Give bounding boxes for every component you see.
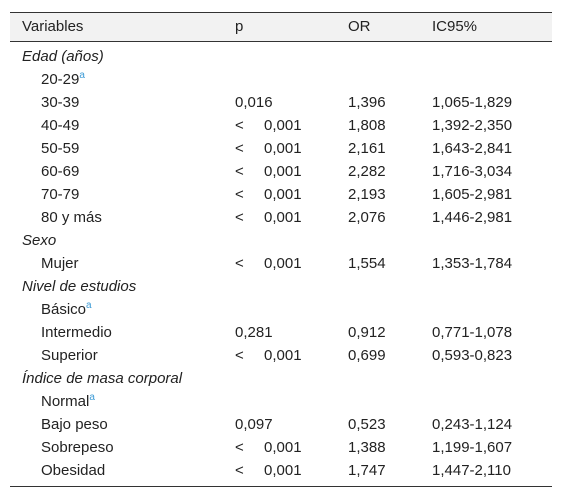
row-label: Intermedio <box>41 324 112 342</box>
p-sign: < <box>235 117 244 134</box>
row-label: 40-49 <box>41 117 79 135</box>
ci-value: 1,716-3,034 <box>432 163 513 180</box>
p-value: 0,281 <box>235 324 273 341</box>
or-value: 1,808 <box>348 117 386 134</box>
p-value: 0,001 <box>264 117 302 134</box>
p-value: 0,001 <box>264 140 302 157</box>
p-value: 0,016 <box>235 94 273 111</box>
or-value: 2,193 <box>348 186 386 203</box>
p-value: 0,001 <box>264 255 302 272</box>
row-label-text: Sobrepeso <box>41 439 114 456</box>
bottom-rule <box>10 486 552 487</box>
header-cell: OR <box>348 18 371 35</box>
group-title: Índice de masa corporal <box>22 370 183 387</box>
p-sign: < <box>235 255 244 272</box>
or-value: 2,161 <box>348 140 386 157</box>
footnote-mark: a <box>89 392 95 403</box>
row-label: 60-69 <box>41 163 79 181</box>
ci-value: 1,605-2,981 <box>432 186 513 203</box>
row-label-text: Bajo peso <box>41 416 108 433</box>
row-label: Obesidad <box>41 462 105 480</box>
row-label: 30-39 <box>41 94 79 112</box>
p-sign: < <box>235 186 244 203</box>
row-label-text: 20-29 <box>41 71 80 88</box>
p-sign: < <box>235 140 244 157</box>
row-label-text: Superior <box>41 347 98 364</box>
p-sign: < <box>235 347 244 364</box>
ci-value: 1,446-2,981 <box>432 209 513 226</box>
or-value: 2,282 <box>348 163 386 180</box>
p-value: 0,001 <box>264 439 302 456</box>
row-label: 50-59 <box>41 140 79 158</box>
p-value: 0,097 <box>235 416 273 433</box>
ci-value: 0,593-0,823 <box>432 347 513 364</box>
p-sign: < <box>235 209 244 226</box>
row-label-text: Intermedio <box>41 324 112 341</box>
p-value: 0,001 <box>264 163 302 180</box>
row-label-text: Básico <box>41 301 87 318</box>
row-label-text: 50-59 <box>41 140 80 157</box>
ci-value: 1,353-1,784 <box>432 255 513 272</box>
or-value: 1,396 <box>348 94 386 111</box>
row-label: 20-29a <box>41 71 85 89</box>
or-value: 0,699 <box>348 347 386 364</box>
row-label: Mujer <box>41 255 79 273</box>
ci-value: 1,065-1,829 <box>432 94 513 111</box>
row-label-text: 80 y más <box>41 209 102 226</box>
ci-value: 1,392-2,350 <box>432 117 513 134</box>
or-value: 1,554 <box>348 255 386 272</box>
p-value: 0,001 <box>264 462 302 479</box>
or-value: 1,747 <box>348 462 386 479</box>
or-value: 0,523 <box>348 416 386 433</box>
group-title: Nivel de estudios <box>22 278 137 295</box>
header-cell: Variables <box>22 18 84 35</box>
p-sign: < <box>235 462 244 479</box>
row-label: Bajo peso <box>41 416 108 434</box>
or-value: 2,076 <box>348 209 386 226</box>
row-label: Sobrepeso <box>41 439 114 457</box>
ci-value: 0,243-1,124 <box>432 416 513 433</box>
row-label-text: Obesidad <box>41 462 106 479</box>
footnote-mark: a <box>86 300 92 311</box>
p-value: 0,001 <box>264 347 302 364</box>
row-label: Normala <box>41 393 95 411</box>
row-label-text: 30-39 <box>41 94 80 111</box>
row-label-text: 40-49 <box>41 117 80 134</box>
row-label-text: Normal <box>41 393 90 410</box>
row-label-text: 60-69 <box>41 163 80 180</box>
ci-value: 1,199-1,607 <box>432 439 513 456</box>
or-value: 0,912 <box>348 324 386 341</box>
p-value: 0,001 <box>264 186 302 203</box>
p-value: 0,001 <box>264 209 302 226</box>
p-sign: < <box>235 163 244 180</box>
row-label-text: 70-79 <box>41 186 80 203</box>
header-cell: p <box>235 18 244 35</box>
header-cell: IC95% <box>432 18 478 35</box>
row-label: Superior <box>41 347 98 365</box>
ci-value: 1,643-2,841 <box>432 140 513 157</box>
row-label-text: Mujer <box>41 255 79 272</box>
ci-value: 0,771-1,078 <box>432 324 513 341</box>
row-label: Básicoa <box>41 301 92 319</box>
ci-value: 1,447-2,110 <box>432 462 511 479</box>
group-title: Sexo <box>22 232 57 249</box>
group-title: Edad (años) <box>22 48 104 65</box>
or-value: 1,388 <box>348 439 386 456</box>
p-sign: < <box>235 439 244 456</box>
row-label: 70-79 <box>41 186 79 204</box>
header-background <box>10 12 552 42</box>
footnote-mark: a <box>79 70 85 81</box>
row-label: 80 y más <box>41 209 102 227</box>
